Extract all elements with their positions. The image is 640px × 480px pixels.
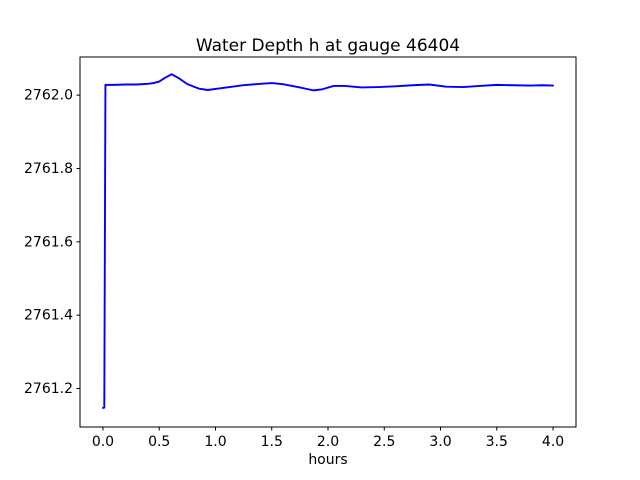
- y-axis-tick-label: 2761.6: [24, 234, 73, 250]
- x-axis-tick-label: 4.0: [542, 434, 564, 450]
- y-axis-tick-label: 2761.8: [24, 161, 73, 177]
- x-axis-tick-label: 2.5: [373, 434, 395, 450]
- plot-frame: [79, 56, 577, 428]
- x-axis-tick-label: 2.0: [317, 434, 339, 450]
- x-axis-tick-label: 1.0: [204, 434, 226, 450]
- x-axis-tick-label: 3.0: [429, 434, 451, 450]
- x-axis-tick-label: 0.0: [92, 434, 114, 450]
- data-line-water-depth-h: [101, 73, 554, 409]
- x-axis-tick-label: 0.5: [148, 434, 170, 450]
- y-axis-tick-label: 2762.0: [24, 88, 73, 104]
- x-axis-tick-label: 3.5: [486, 434, 508, 450]
- y-axis-tick-label: 2761.2: [24, 381, 73, 397]
- x-axis-tick-label: 1.5: [261, 434, 283, 450]
- x-axis-label: hours: [308, 452, 348, 468]
- chart-title: Water Depth h at gauge 46404: [195, 36, 461, 56]
- y-axis-tick-label: 2761.4: [24, 308, 73, 324]
